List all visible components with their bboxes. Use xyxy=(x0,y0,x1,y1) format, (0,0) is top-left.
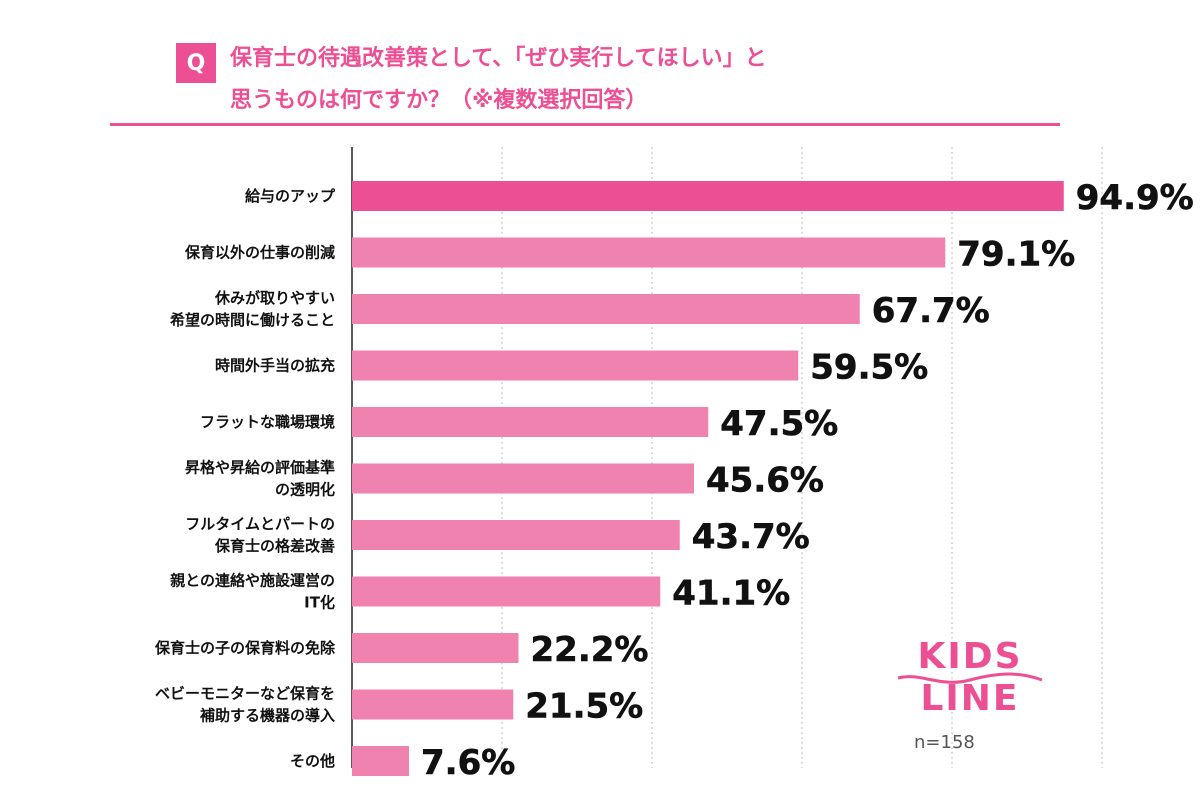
category-label-1-0: 保育以外の仕事の削減 xyxy=(184,244,335,262)
category-label-8-0: 保育士の子の保育料の免除 xyxy=(154,639,336,657)
category-label-9-1: 補助する機器の導入 xyxy=(199,707,335,725)
category-label-9-0: ベビーモニターなど保育を xyxy=(155,685,335,703)
category-label-5-1: の透明化 xyxy=(275,481,335,499)
value-label-5: 45.6% xyxy=(706,461,824,501)
question-line-1: 保育士の待遇改善策として、「ぜひ実行してほしい」と xyxy=(230,46,767,71)
question-line-2: 思うものは何ですか？（※複数選択回答） xyxy=(230,88,648,113)
category-label-0-0: 給与のアップ xyxy=(245,187,336,205)
bar-2 xyxy=(352,294,860,324)
logo-line-2: LINE xyxy=(920,678,1019,715)
value-label-8: 22.2% xyxy=(531,630,649,670)
value-label-7: 41.1% xyxy=(672,574,790,614)
value-label-2: 67.7% xyxy=(872,291,990,331)
bar-7 xyxy=(352,576,661,607)
category-label-7-1: IT化 xyxy=(304,594,335,612)
title-divider xyxy=(110,123,1060,126)
category-label-2-0: 休みが取りやすい xyxy=(214,289,335,307)
bar-9 xyxy=(352,689,514,720)
category-label-6-1: 保育士の格差改善 xyxy=(214,537,335,555)
value-label-10: 7.6% xyxy=(421,743,515,783)
bar-6 xyxy=(352,520,680,550)
value-label-6: 43.7% xyxy=(692,517,810,557)
category-label-5-0: 昇格や昇給の評価基準 xyxy=(185,459,335,477)
bar-0 xyxy=(352,181,1064,211)
value-label-9: 21.5% xyxy=(525,687,643,727)
category-label-3-0: 時間外手当の拡充 xyxy=(215,357,335,375)
bar-8 xyxy=(352,633,519,663)
kids-line-logo: KIDS LINE xyxy=(897,636,1043,715)
bar-1 xyxy=(352,237,946,268)
category-label-10-0: その他 xyxy=(290,752,335,770)
logo-arms-stroke xyxy=(897,672,1043,684)
bar-3 xyxy=(352,350,799,381)
question-badge: Q xyxy=(176,43,216,83)
value-label-1: 79.1% xyxy=(957,235,1075,275)
category-label-2-1: 希望の時間に働けること xyxy=(170,311,335,329)
question-text: 保育士の待遇改善策として、「ぜひ実行してほしい」と 思うものは何ですか？（※複数… xyxy=(230,38,1030,122)
value-label-0: 94.9% xyxy=(1076,178,1194,218)
category-label-6-0: フルタイムとパートの xyxy=(185,515,335,533)
bar-4 xyxy=(352,407,709,437)
logo-line-1: KIDS xyxy=(917,636,1022,677)
category-label-4-0: フラットな職場環境 xyxy=(200,413,335,431)
value-label-3: 59.5% xyxy=(810,348,928,388)
sample-size: n=158 xyxy=(914,732,975,753)
bar-10 xyxy=(352,746,409,776)
value-label-4: 47.5% xyxy=(720,404,838,444)
bar-5 xyxy=(352,463,694,494)
category-label-7-0: 親との連絡や施設運営の xyxy=(170,572,335,590)
